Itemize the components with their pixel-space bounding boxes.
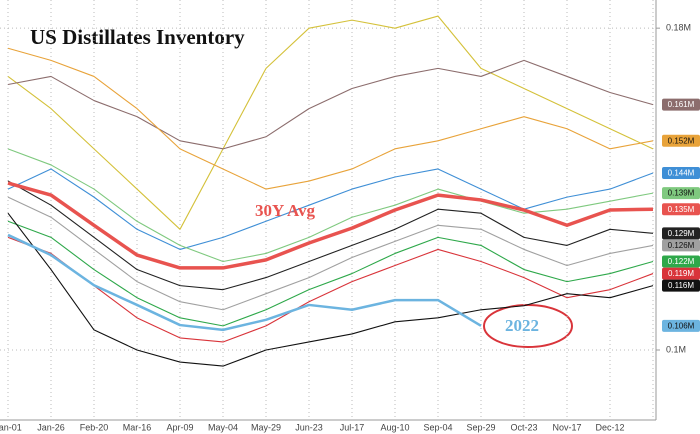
- x-tick-label: Feb-20: [80, 422, 109, 432]
- x-tick-label: Mar-16: [123, 422, 152, 432]
- series-line: [7, 148, 654, 263]
- y-tick-label: 0.1M: [666, 344, 686, 354]
- x-tick-label: Jul-17: [340, 422, 365, 432]
- plot-area: [0, 0, 656, 420]
- series-annotation: 30Y Avg: [255, 201, 315, 220]
- series-line: [7, 47, 654, 190]
- value-label: 0.126M: [668, 241, 695, 250]
- value-label: 0.122M: [668, 257, 695, 266]
- value-tag: [662, 279, 700, 292]
- series-line: [7, 168, 654, 250]
- series-line: [7, 181, 654, 270]
- series-line: [7, 196, 654, 311]
- series-line: [7, 236, 654, 343]
- value-tag: [662, 134, 700, 147]
- value-tag: [662, 187, 700, 200]
- value-label: 0.116M: [668, 281, 694, 290]
- value-tag: [662, 319, 700, 332]
- x-tick-label: Dec-12: [595, 422, 624, 432]
- chart-title: US Distillates Inventory: [30, 25, 245, 49]
- x-tick-label: Jan-26: [37, 422, 65, 432]
- value-label: 0.119M: [668, 269, 694, 278]
- x-tick-label: Aug-10: [380, 422, 409, 432]
- x-tick-label: Oct-23: [510, 422, 537, 432]
- series-line: [7, 220, 654, 327]
- series-line: [7, 15, 654, 230]
- value-tag: [662, 227, 700, 240]
- x-tick-label: May-04: [208, 422, 238, 432]
- x-tick-label: Apr-09: [166, 422, 193, 432]
- value-label: 0.129M: [668, 229, 695, 238]
- series-line: [7, 212, 654, 367]
- series-line: [7, 233, 482, 332]
- x-tick-label: Nov-17: [552, 422, 581, 432]
- value-label: 0.106M: [668, 321, 695, 330]
- value-label: 0.135M: [668, 205, 695, 214]
- x-tick-label: Jan-01: [0, 422, 22, 432]
- series-line: [7, 180, 654, 291]
- value-tag: [662, 203, 700, 216]
- value-tag: [662, 166, 700, 179]
- value-tag: [662, 98, 700, 111]
- series-line: [7, 59, 654, 150]
- value-label: 0.161M: [668, 100, 695, 109]
- value-label: 0.152M: [668, 136, 695, 145]
- value-label: 0.144M: [668, 169, 695, 178]
- y-tick-label: 0.18M: [666, 23, 691, 33]
- x-tick-label: Sep-29: [466, 422, 495, 432]
- value-tag: [662, 255, 700, 268]
- value-tag: [662, 267, 700, 280]
- x-tick-label: Sep-04: [423, 422, 452, 432]
- x-tick-label: May-29: [251, 422, 281, 432]
- value-tag: [662, 239, 700, 252]
- series-annotation: 2022: [505, 316, 539, 335]
- value-label: 0.139M: [668, 189, 695, 198]
- x-tick-label: Jun-23: [295, 422, 323, 432]
